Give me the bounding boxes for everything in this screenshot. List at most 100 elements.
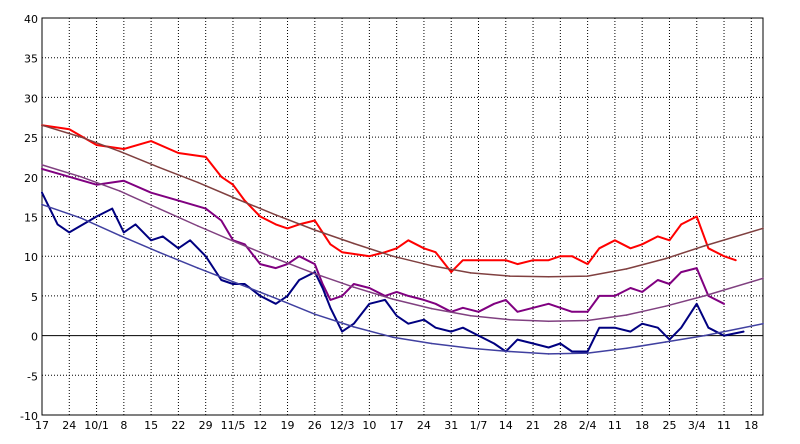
data-point-max_normal — [664, 257, 667, 260]
x-tick-label: 11/5 — [221, 419, 246, 432]
data-point-max_normal — [703, 245, 706, 247]
data-point-min_normal — [762, 322, 764, 325]
data-point-min_smoothed — [232, 283, 234, 285]
data-point-min_normal — [314, 313, 316, 316]
data-point-mean_smoothed — [368, 287, 371, 289]
data-point-max_normal — [586, 275, 589, 277]
data-point-min_smoothed — [341, 330, 343, 333]
x-tick-label: 24 — [417, 419, 431, 432]
data-point-min_smoothed — [204, 255, 207, 257]
data-point-max_normal — [80, 136, 82, 138]
x-tick-label: 31 — [444, 419, 458, 432]
data-point-min_smoothed — [629, 330, 632, 333]
data-point-max_smoothed — [614, 239, 616, 242]
data-point-min_smoothed — [177, 247, 180, 250]
data-point-min_normal — [586, 352, 589, 354]
data-point-mean_normal — [314, 272, 316, 275]
data-point-mean_smoothed — [505, 299, 507, 301]
data-point-max_smoothed — [641, 243, 643, 246]
data-point-min_smoothed — [641, 322, 643, 325]
data-point-mean_smoothed — [259, 263, 262, 265]
data-point-mean_smoothed — [571, 311, 573, 313]
data-point-max_smoothed — [95, 144, 98, 146]
data-point-mean_smoothed — [547, 303, 550, 305]
data-point-max_smoothed — [243, 199, 246, 202]
data-point-min_normal — [119, 234, 121, 237]
data-point-min_smoothed — [680, 326, 682, 329]
x-tick-label: 18 — [635, 419, 649, 432]
x-tick-label: 11 — [717, 419, 731, 432]
data-point-max_smoothed — [259, 215, 262, 218]
data-point-mean_smoothed — [314, 263, 316, 265]
data-point-max_smoothed — [368, 255, 371, 257]
data-point-mean_smoothed — [657, 279, 659, 281]
x-tick-label: 17 — [35, 419, 49, 432]
data-point-max_normal — [625, 268, 628, 270]
data-point-max_smoothed — [220, 176, 223, 178]
data-point-min_smoothed — [614, 326, 616, 329]
data-point-max_smoothed — [477, 259, 480, 262]
x-tick-label: 22 — [171, 419, 185, 432]
data-point-mean_smoothed — [298, 255, 301, 257]
data-point-max_smoothed — [629, 247, 632, 250]
data-point-min_normal — [625, 347, 628, 350]
data-point-mean_normal — [236, 241, 238, 244]
data-point-mean_smoothed — [341, 295, 343, 297]
data-point-min_smoothed — [707, 326, 710, 329]
data-point-max_smoothed — [505, 259, 507, 262]
data-point-mean_smoothed — [586, 311, 589, 313]
data-point-mean_normal — [430, 307, 433, 310]
x-tick-label: 12 — [253, 419, 267, 432]
data-point-mean_normal — [664, 305, 667, 308]
data-point-min_smoothed — [56, 223, 59, 226]
data-point-mean_smoothed — [68, 176, 71, 178]
data-point-min_normal — [664, 341, 667, 343]
data-point-mean_smoothed — [680, 271, 682, 273]
data-point-max_smoothed — [547, 259, 550, 262]
x-axis: 17 24 10/1 8 15 22 29 11/5 12 19 26 12/3 10 17 24 31 1/7… — [35, 419, 758, 432]
data-point-min_smoothed — [329, 307, 332, 309]
data-point-mean_smoothed — [434, 303, 437, 305]
data-point-min_smoothed — [571, 350, 573, 353]
data-point-min_smoothed — [95, 215, 98, 218]
data-point-min_smoothed — [559, 342, 562, 345]
data-point-min_smoothed — [298, 279, 301, 281]
data-point-max_normal — [41, 124, 43, 126]
y-tick-label: 30 — [24, 92, 38, 105]
x-tick-label: 19 — [281, 419, 295, 432]
data-point-max_smoothed — [232, 183, 234, 186]
data-point-mean_normal — [625, 314, 628, 316]
data-point-mean_smoothed — [407, 295, 410, 297]
data-point-max_smoothed — [532, 259, 534, 262]
data-point-mean_smoothed — [668, 283, 671, 285]
data-point-max_smoothed — [450, 271, 453, 273]
data-point-min_smoothed — [162, 235, 164, 238]
x-tick-label: 12/3 — [330, 419, 355, 432]
series-line-mean_smoothed — [41, 167, 725, 313]
data-point-mean_normal — [547, 320, 550, 323]
x-tick-label: 3/4 — [688, 419, 706, 432]
data-point-mean_smoothed — [177, 199, 180, 202]
data-point-max_normal — [469, 272, 472, 274]
y-tick-label: 0 — [31, 331, 38, 344]
data-point-max_smoothed — [516, 263, 519, 265]
data-point-mean_normal — [275, 257, 277, 260]
series-line-max_smoothed — [41, 124, 737, 274]
data-point-min_smoothed — [586, 350, 589, 353]
data-point-max_normal — [197, 181, 199, 184]
data-point-min_smoothed — [423, 318, 425, 321]
data-point-max_smoothed — [559, 255, 562, 257]
data-point-max_smoothed — [734, 259, 737, 262]
data-point-max_smoothed — [586, 263, 589, 265]
y-axis: -10 -5 0 5 10 15 20 25 30 35 40 — [20, 13, 38, 423]
data-point-min_normal — [547, 353, 550, 355]
data-point-max_normal — [430, 264, 433, 267]
data-point-mean_smoothed — [95, 183, 98, 186]
data-point-max_smoothed — [423, 247, 425, 250]
data-point-max_smoothed — [657, 235, 659, 238]
data-point-mean_smoothed — [532, 307, 534, 309]
data-point-min_smoothed — [532, 342, 534, 345]
data-point-max_smoothed — [695, 215, 698, 218]
